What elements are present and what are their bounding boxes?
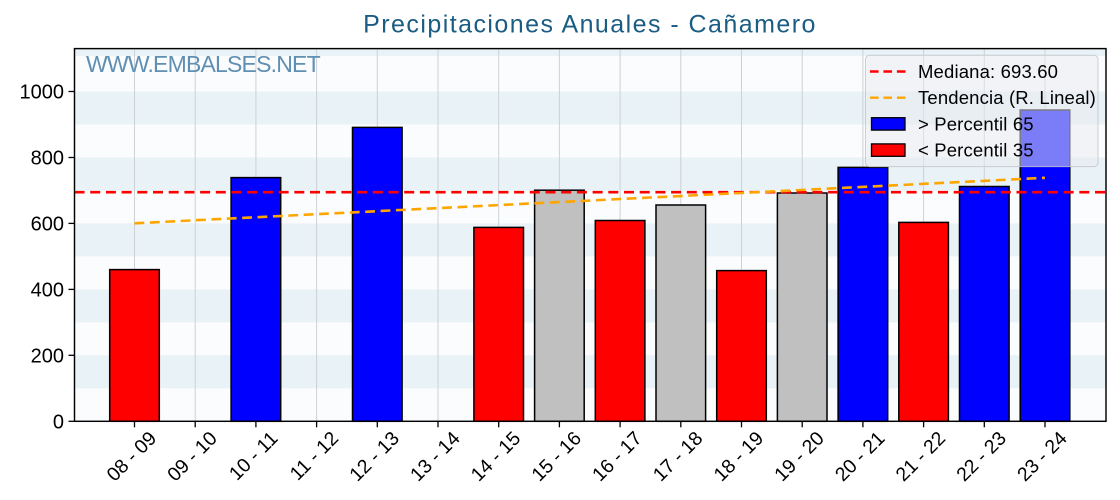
svg-text:09 - 10: 09 - 10 (163, 427, 222, 486)
svg-text:13 - 14: 13 - 14 (406, 427, 465, 486)
svg-text:Tendencia (R. Lineal): Tendencia (R. Lineal) (918, 87, 1096, 108)
svg-text:1000: 1000 (20, 82, 65, 104)
svg-text:< Percentil 35: < Percentil 35 (918, 140, 1034, 161)
svg-text:21 - 22: 21 - 22 (892, 427, 950, 485)
svg-text:Mediana: 693.60: Mediana: 693.60 (918, 61, 1058, 82)
svg-text:12 - 13: 12 - 13 (345, 427, 403, 485)
svg-text:11 - 12: 11 - 12 (286, 427, 343, 484)
svg-text:14 - 15: 14 - 15 (467, 427, 526, 486)
svg-text:600: 600 (31, 213, 64, 235)
svg-text:17 - 18: 17 - 18 (649, 427, 707, 485)
svg-text:10 - 11: 10 - 11 (225, 427, 282, 484)
svg-text:> Percentil 65: > Percentil 65 (918, 113, 1034, 134)
svg-text:18 - 19: 18 - 19 (710, 427, 768, 485)
svg-text:15 - 16: 15 - 16 (527, 427, 585, 485)
svg-text:16 - 17: 16 - 17 (588, 427, 646, 485)
svg-text:200: 200 (31, 345, 64, 367)
svg-text:08 - 09: 08 - 09 (103, 427, 161, 485)
svg-text:WWW.EMBALSES.NET: WWW.EMBALSES.NET (86, 51, 321, 77)
svg-text:22 - 23: 22 - 23 (952, 427, 1010, 485)
svg-text:19 - 20: 19 - 20 (770, 427, 829, 486)
svg-text:800: 800 (31, 148, 64, 170)
svg-text:0: 0 (53, 411, 64, 433)
svg-text:Precipitaciones Anuales - Caña: Precipitaciones Anuales - Cañamero (363, 11, 817, 39)
svg-text:400: 400 (31, 279, 64, 301)
svg-text:20 - 21: 20 - 21 (831, 427, 889, 485)
svg-text:23 - 24: 23 - 24 (1013, 427, 1072, 486)
